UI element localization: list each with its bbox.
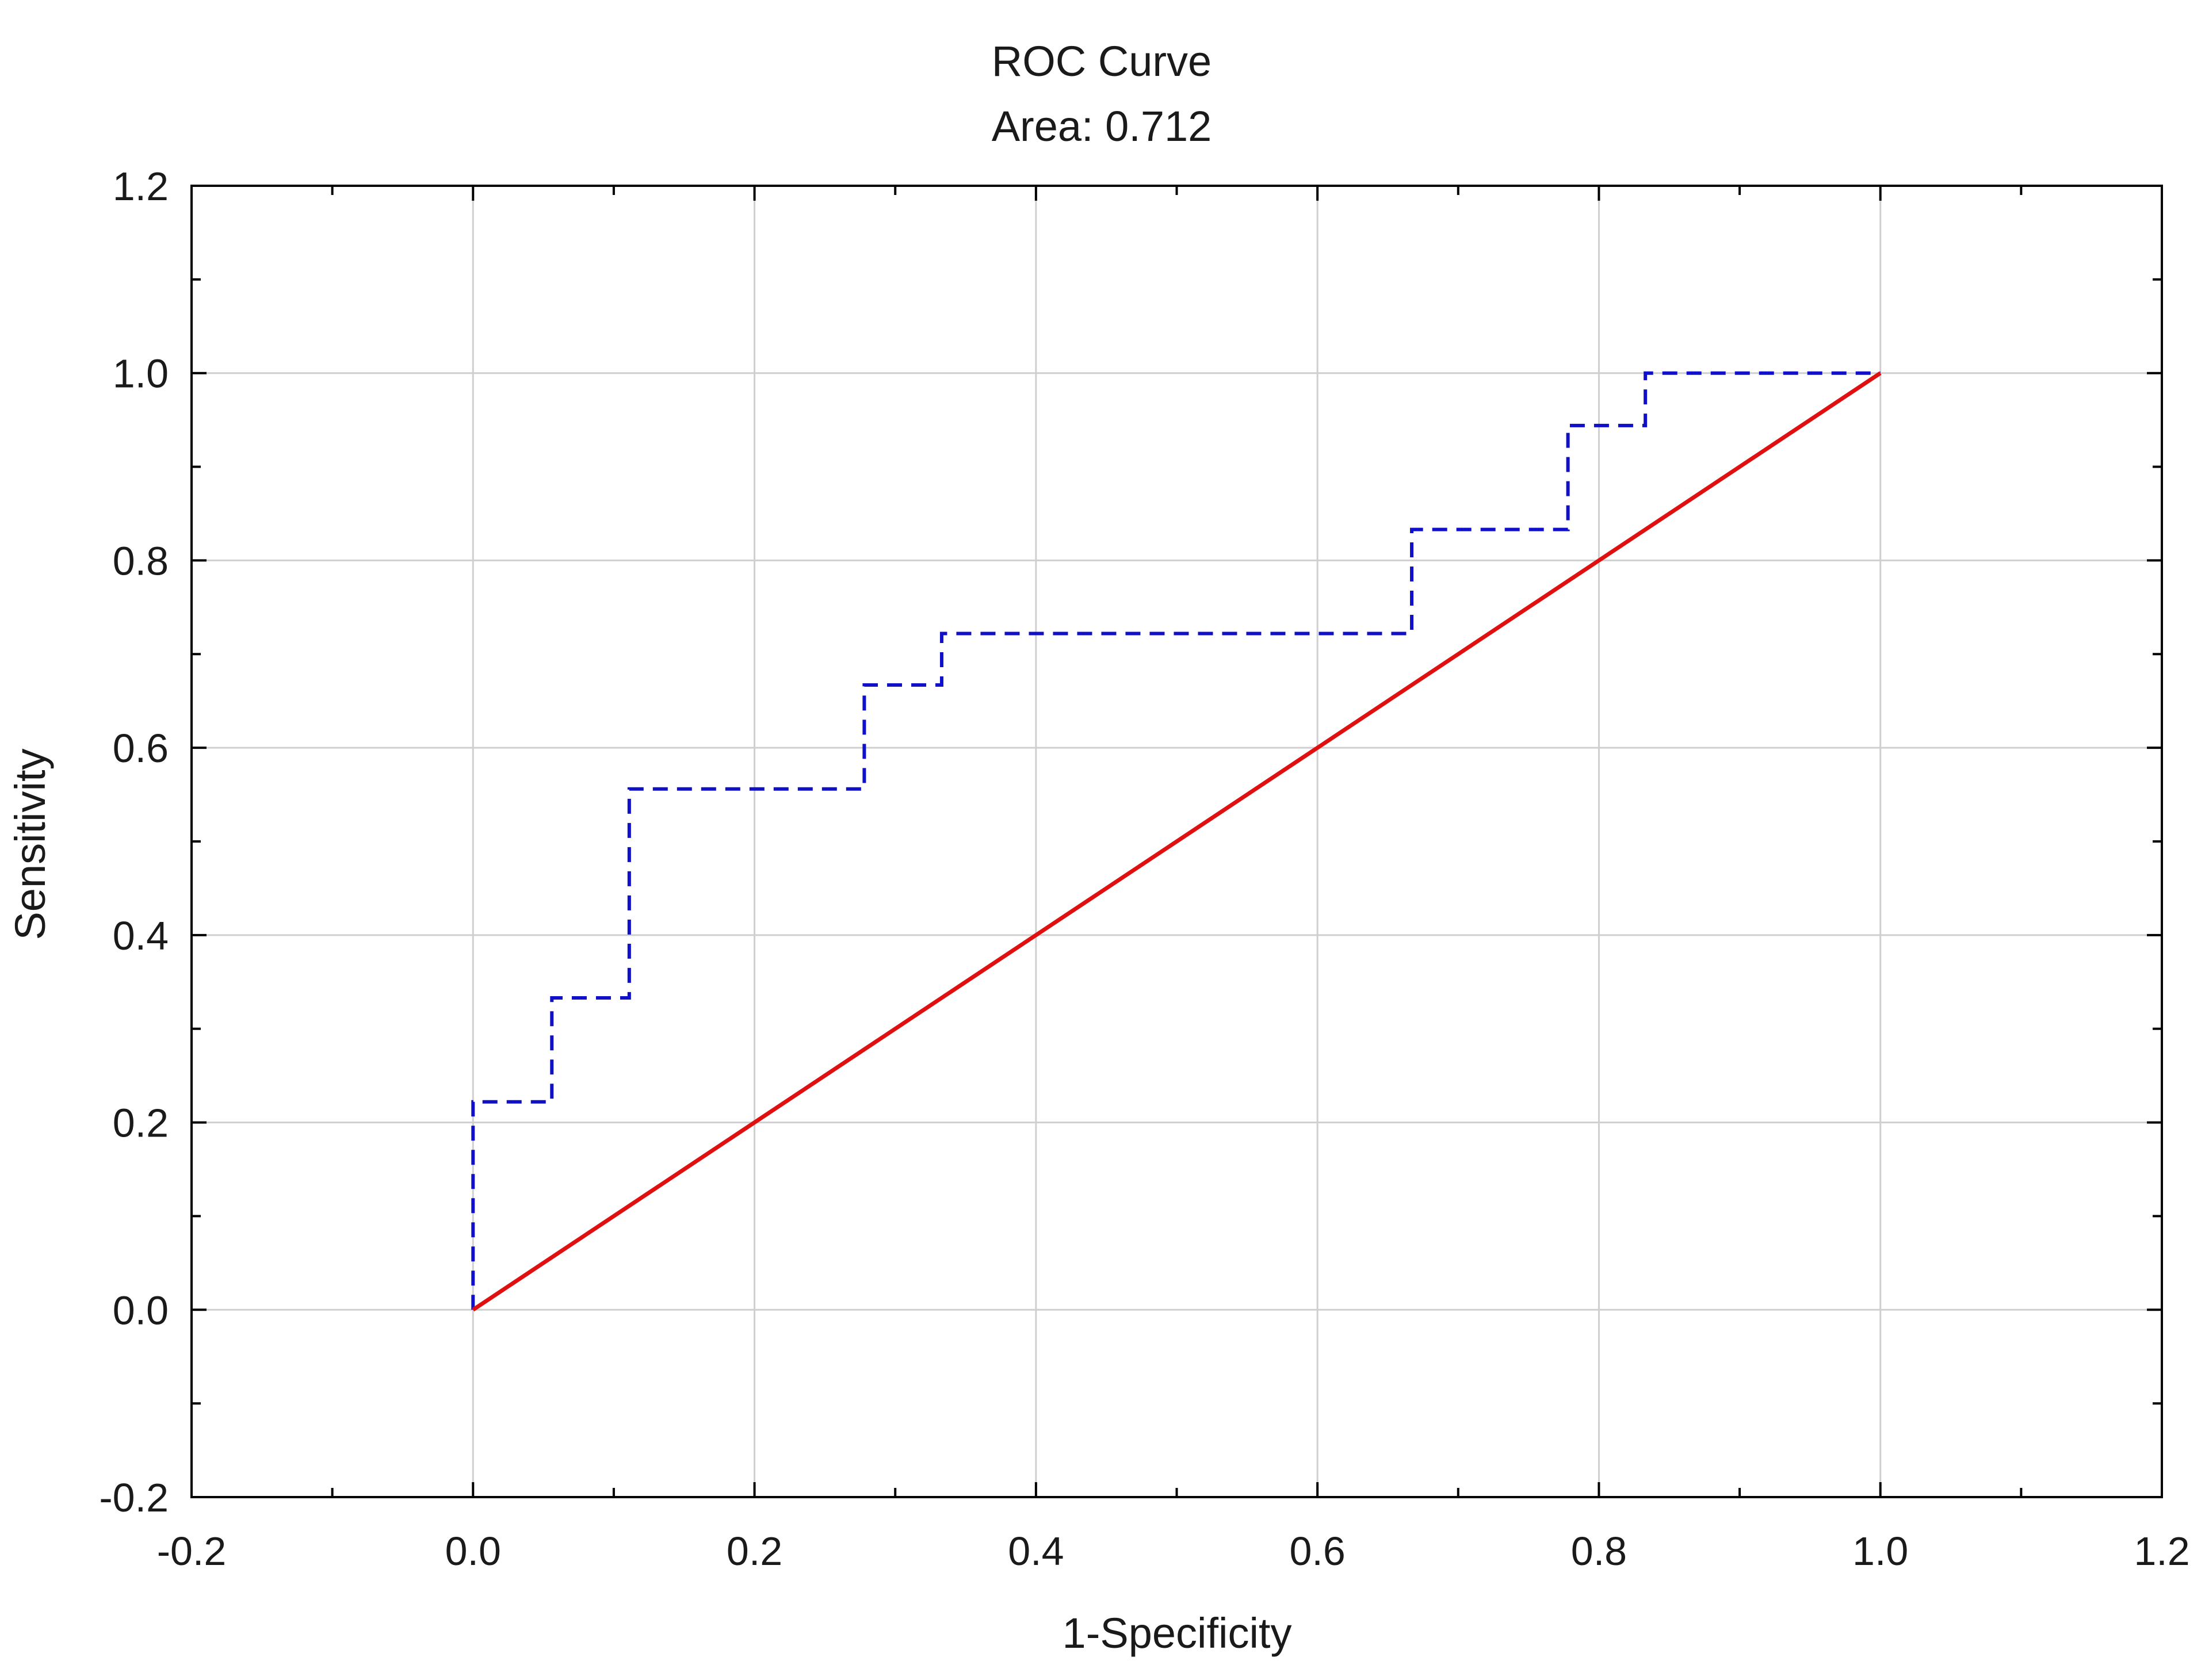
y-tick-label: 0.8 [113, 538, 169, 583]
roc-curve-line [471, 371, 1881, 1310]
y-tick-label: 1.2 [113, 164, 169, 209]
x-tick-label: 0.6 [1289, 1529, 1345, 1574]
y-tick-label: 0.2 [113, 1101, 169, 1146]
x-tick-label: 0.4 [1008, 1529, 1064, 1574]
x-tick-label: 0.8 [1571, 1529, 1627, 1574]
chart-subtitle: Area: 0.712 [992, 102, 1212, 150]
y-tick-label: 1.0 [113, 351, 169, 396]
x-tick-label: 1.0 [1852, 1529, 1908, 1574]
y-tick-label: 0.4 [113, 913, 169, 958]
x-tick-label: -0.2 [157, 1529, 227, 1574]
y-tick-label: 0.0 [113, 1288, 169, 1333]
reference-diagonal-line [472, 371, 1882, 1312]
y-tick-label: -0.2 [99, 1475, 169, 1520]
x-tick-label: 0.0 [445, 1529, 501, 1574]
tick-labels: -0.2 0.0 0.2 0.4 0.6 0.8 1.0 1.2 -0.2 0.0 0.2 0.4 0.… [99, 164, 2189, 1574]
x-tick-label: 0.2 [727, 1529, 782, 1574]
x-axis-label: 1-Specificity [1063, 1609, 1292, 1657]
x-tick-label: 1.2 [2134, 1529, 2189, 1574]
grid [192, 186, 2162, 1497]
ticks [190, 185, 2163, 1498]
y-tick-label: 0.6 [113, 726, 169, 771]
y-axis-label: Sensitivity [6, 748, 54, 940]
chart-title: ROC Curve [992, 37, 1212, 85]
series-layer [471, 371, 1882, 1312]
